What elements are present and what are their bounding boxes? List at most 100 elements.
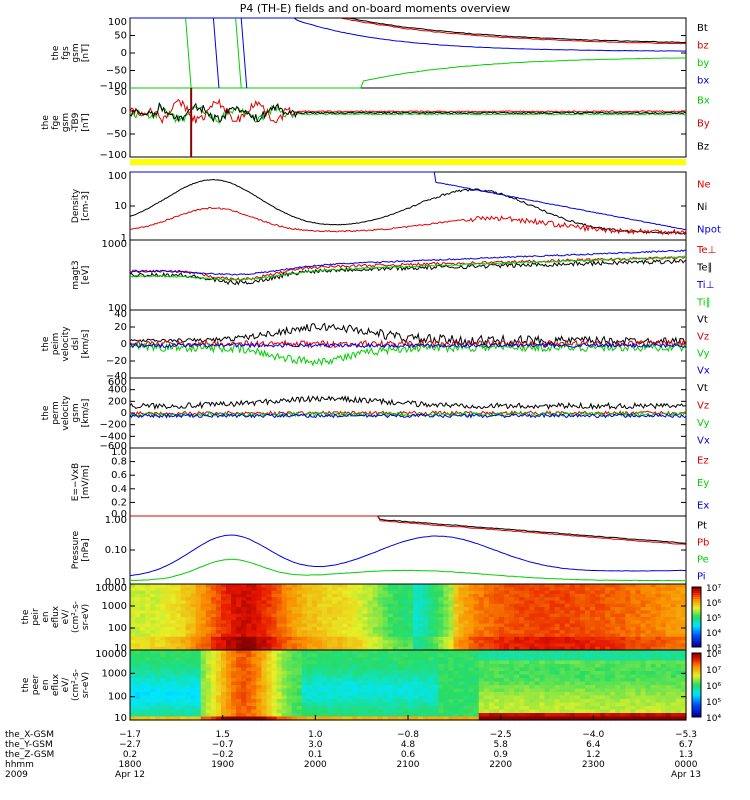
spectrogram-cell [387, 674, 394, 679]
spectrogram-cell [362, 613, 369, 618]
colorbar-frame [691, 586, 702, 648]
spectrogram-cell [504, 626, 510, 631]
spectrogram-cell [423, 636, 429, 641]
spectrogram-cell [367, 699, 374, 704]
spectrogram-cell [377, 674, 384, 679]
spectrogram-cell [220, 603, 227, 608]
spectrogram-cell [610, 643, 616, 648]
spectrogram-cell [301, 674, 308, 679]
spectrogram-cell [519, 706, 525, 711]
spectrogram-cell [524, 607, 530, 611]
spectrogram-cell [453, 593, 460, 598]
spectrogram-cell [251, 667, 257, 672]
spectrogram-cell [150, 633, 156, 638]
spectrogram-cell [458, 660, 465, 665]
spectrogram-cell [226, 603, 232, 608]
spectrogram-cell [635, 646, 642, 651]
spectrogram-cell [438, 600, 444, 605]
spectrogram-cell [296, 681, 303, 686]
spectrogram-cell [291, 640, 298, 644]
spectrogram-cell [509, 646, 515, 651]
spectrogram-cell [210, 646, 217, 651]
spectrogram-cell [418, 692, 424, 697]
spectrogram-cell [428, 660, 434, 665]
spectrogram-cell [509, 610, 515, 615]
spectrogram-cell [175, 630, 182, 635]
legend-entry: by [697, 58, 709, 69]
spectrogram-cell [463, 664, 470, 669]
spectrogram-cell [519, 587, 525, 592]
spectrogram-cell [246, 600, 252, 605]
spectrogram-cell [564, 657, 571, 662]
spectrogram-cell [155, 650, 161, 655]
spectrogram-cell [392, 713, 399, 718]
spectrogram-cell [261, 716, 268, 721]
spectrogram-cell [600, 681, 606, 686]
spectrogram-cell [231, 667, 237, 672]
spectrogram-cell [397, 671, 404, 676]
spectrogram-cell [276, 640, 283, 644]
spectrogram-cell [615, 633, 621, 638]
spectrogram-cell [504, 590, 510, 595]
spectrogram-cell [311, 650, 318, 655]
spectrogram-cell [418, 593, 424, 598]
spectrogram-cell [473, 692, 480, 697]
spectrogram-cell [150, 587, 156, 592]
spectrogram-cell [342, 692, 348, 697]
spectrogram-cell [342, 695, 348, 700]
spectrogram-cell [402, 664, 409, 669]
spectrogram-cell [327, 600, 333, 605]
spectrogram-cell [220, 709, 227, 714]
spectrogram-cell [519, 603, 525, 608]
spectrogram-cell [170, 643, 177, 648]
spectrogram-cell [317, 610, 323, 615]
spectrogram-cell [352, 587, 359, 592]
spectrogram-cell [342, 613, 348, 618]
spectrogram-cell [650, 600, 657, 605]
colorbar-cell [692, 697, 701, 701]
spectrogram-cell [215, 681, 222, 686]
spectrogram-cell [306, 587, 313, 592]
spectrogram-cell [675, 706, 682, 711]
spectrogram-cell [418, 603, 424, 608]
spectrogram-cell [337, 646, 343, 651]
spectrogram-cell [392, 630, 399, 635]
spectrogram-cell [291, 593, 298, 598]
spectrogram-cell [266, 584, 273, 588]
spectrogram-cell [483, 640, 490, 644]
spectrogram-cell [185, 643, 192, 648]
spectrogram-cell [625, 584, 631, 588]
spectrogram-cell [291, 646, 298, 651]
spectrogram-cell [160, 681, 166, 686]
spectrogram-cell [655, 610, 662, 615]
spectrogram-cell [443, 607, 450, 611]
spectrogram-cell [165, 702, 172, 707]
spectrogram-cell [291, 702, 298, 707]
spectrogram-cell [584, 692, 591, 697]
spectrogram-cell [317, 620, 323, 625]
spectrogram-cell [600, 620, 606, 625]
spectrogram-cell [645, 630, 652, 635]
spectrogram-cell [135, 709, 141, 714]
x-tick-label: 1.5 [216, 730, 230, 740]
spectrogram-cell [589, 664, 596, 669]
x-axis-row-label: the_Y-GSM [5, 740, 53, 750]
spectrogram-cell [367, 597, 374, 602]
spectrogram-cell [529, 633, 535, 638]
spectrogram-cell [488, 692, 495, 697]
spectrogram-cell [574, 646, 581, 651]
spectrogram-cell [220, 657, 227, 662]
spectrogram-cell [433, 671, 439, 676]
spectrogram-cell [327, 613, 333, 618]
spectrogram-cell [665, 650, 672, 655]
spectrogram-cell [640, 653, 647, 658]
spectrogram-cell [301, 667, 308, 672]
y-axis-label: [km/s] [81, 399, 91, 428]
spectrogram-cell [281, 709, 288, 714]
spectrogram-cell [205, 667, 212, 672]
spectrogram-cell [215, 617, 222, 621]
spectrogram-cell [377, 640, 384, 644]
spectrogram-cell [135, 671, 141, 676]
spectrogram-cell [301, 716, 308, 721]
spectrogram-cell [660, 643, 667, 648]
